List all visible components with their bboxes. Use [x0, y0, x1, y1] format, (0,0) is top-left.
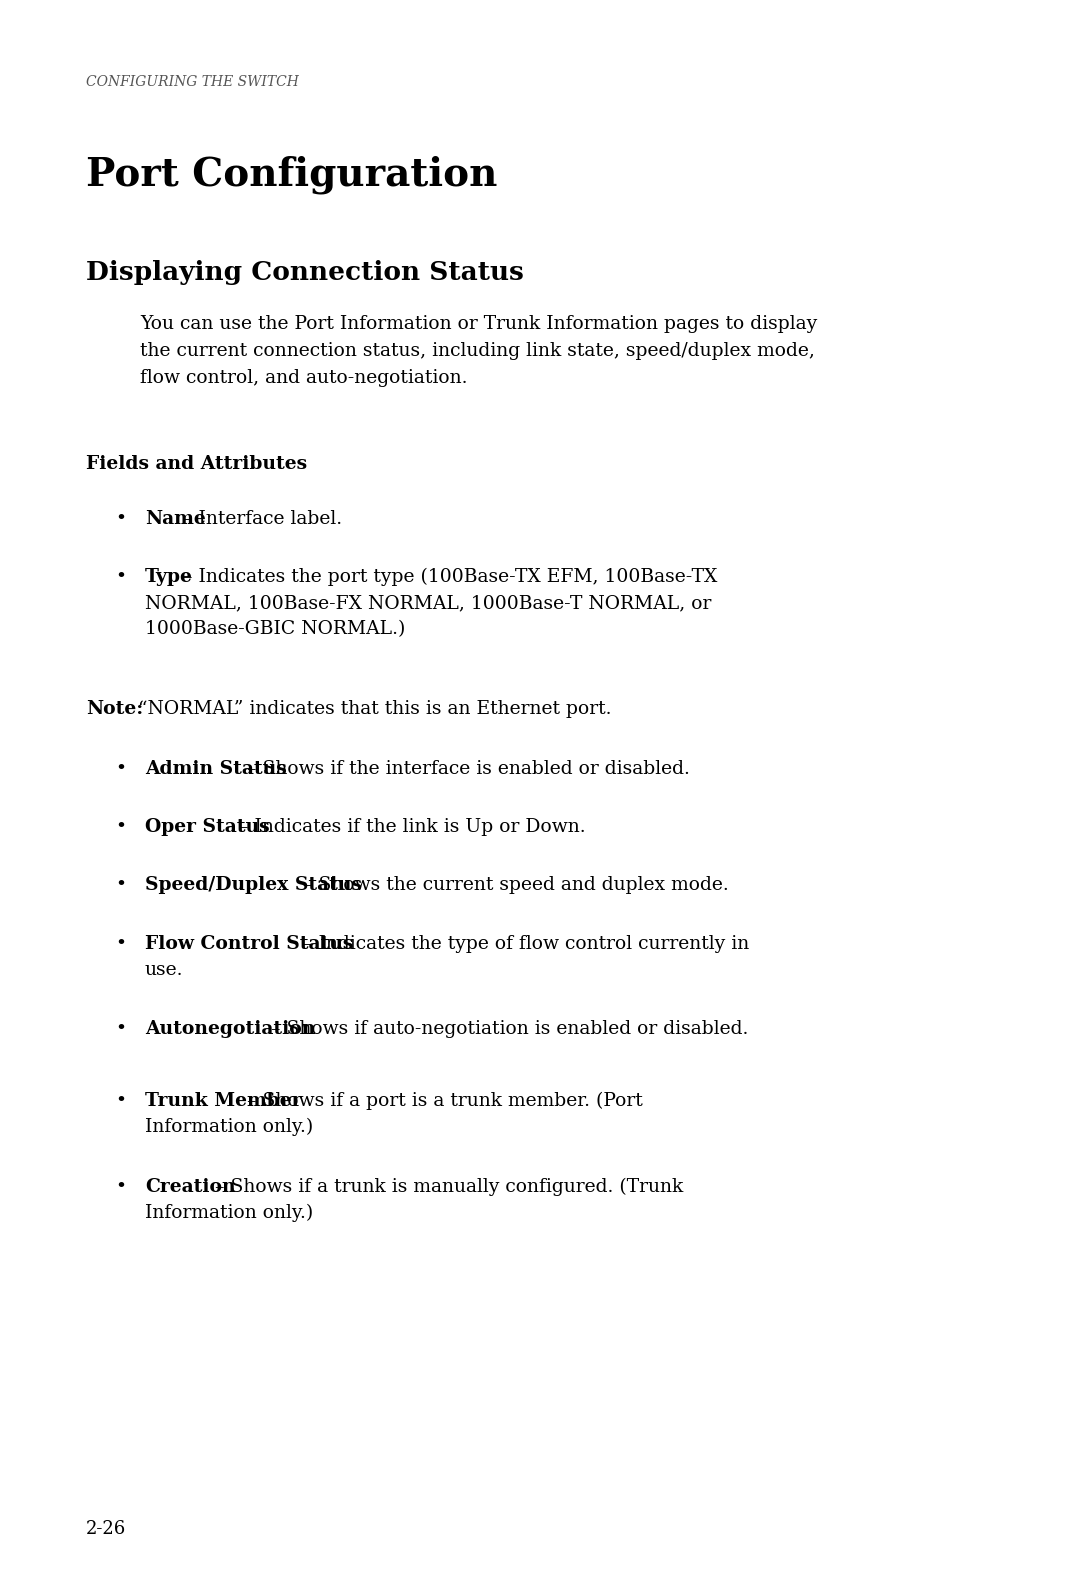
Text: the current connection status, including link state, speed/duplex mode,: the current connection status, including…	[140, 342, 815, 360]
Text: •: •	[114, 936, 126, 953]
Text: Type: Type	[145, 568, 193, 586]
Text: Admin Status: Admin Status	[145, 760, 287, 779]
Text: •: •	[114, 1093, 126, 1110]
Text: Information only.): Information only.)	[145, 1118, 313, 1137]
Text: Autonegotiation: Autonegotiation	[145, 1020, 315, 1038]
Text: •: •	[114, 1178, 126, 1196]
Text: “NORMAL” indicates that this is an Ethernet port.: “NORMAL” indicates that this is an Ether…	[138, 700, 611, 717]
Text: – Shows if a port is a trunk member. (Port: – Shows if a port is a trunk member. (Po…	[241, 1093, 643, 1110]
Text: – Shows if the interface is enabled or disabled.: – Shows if the interface is enabled or d…	[241, 760, 690, 779]
Text: •: •	[114, 760, 126, 779]
Text: flow control, and auto-negotiation.: flow control, and auto-negotiation.	[140, 369, 468, 386]
Text: Speed/Duplex Status: Speed/Duplex Status	[145, 876, 362, 893]
Text: •: •	[114, 568, 126, 586]
Text: Trunk Member: Trunk Member	[145, 1093, 301, 1110]
Text: 1000Base-GBIC NORMAL.): 1000Base-GBIC NORMAL.)	[145, 620, 405, 637]
Text: •: •	[114, 1020, 126, 1038]
Text: NORMAL, 100Base-FX NORMAL, 1000Base-T NORMAL, or: NORMAL, 100Base-FX NORMAL, 1000Base-T NO…	[145, 593, 712, 612]
Text: •: •	[114, 876, 126, 893]
Text: – Shows if auto-negotiation is enabled or disabled.: – Shows if auto-negotiation is enabled o…	[265, 1020, 748, 1038]
Text: Flow Control Status: Flow Control Status	[145, 936, 353, 953]
Text: •: •	[114, 818, 126, 835]
Text: – Shows the current speed and duplex mode.: – Shows the current speed and duplex mod…	[297, 876, 729, 893]
Text: Note:: Note:	[86, 700, 144, 717]
Text: •: •	[114, 510, 126, 528]
Text: Creation: Creation	[145, 1178, 235, 1196]
Text: – Indicates the port type (100Base-TX EFM, 100Base-TX: – Indicates the port type (100Base-TX EF…	[177, 568, 717, 586]
Text: use.: use.	[145, 961, 184, 980]
Text: Name: Name	[145, 510, 206, 528]
Text: Displaying Connection Status: Displaying Connection Status	[86, 261, 524, 286]
Text: – Indicates if the link is Up or Down.: – Indicates if the link is Up or Down.	[233, 818, 585, 835]
Text: – Indicates the type of flow control currently in: – Indicates the type of flow control cur…	[297, 936, 750, 953]
Text: – Shows if a trunk is manually configured. (Trunk: – Shows if a trunk is manually configure…	[210, 1178, 684, 1196]
Text: – Interface label.: – Interface label.	[177, 510, 342, 528]
Text: 2-26: 2-26	[86, 1520, 126, 1539]
Text: Oper Status: Oper Status	[145, 818, 270, 835]
Text: Port Configuration: Port Configuration	[86, 155, 498, 193]
Text: Fields and Attributes: Fields and Attributes	[86, 455, 307, 473]
Text: You can use the Port Information or Trunk Information pages to display: You can use the Port Information or Trun…	[140, 316, 818, 333]
Text: CONFIGURING THE SWITCH: CONFIGURING THE SWITCH	[86, 75, 299, 89]
Text: Information only.): Information only.)	[145, 1204, 313, 1223]
